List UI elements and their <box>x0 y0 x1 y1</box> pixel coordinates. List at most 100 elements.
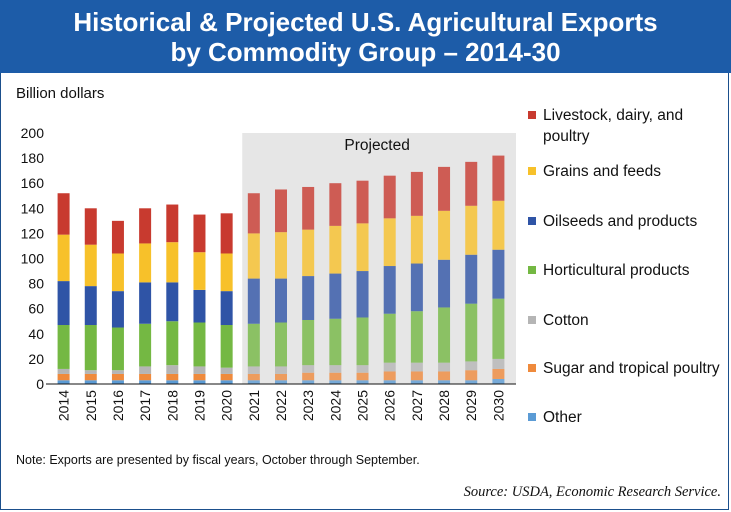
bar-segment-sugar-and-tropical-poultry-2030 <box>492 368 505 379</box>
bar-segment-grains-and-feeds-2016 <box>111 253 124 292</box>
bar-segment-horticultural-products-2024 <box>329 318 342 366</box>
title-bar: Historical & Projected U.S. Agricultural… <box>0 0 731 73</box>
bar-segment-livestock-dairy-and-poultry-2017 <box>139 208 152 244</box>
bar-segment-oilseeds-and-products-2025 <box>356 271 369 318</box>
bar-segment-other-2021 <box>247 380 260 384</box>
bar-segment-grains-and-feeds-2030 <box>492 200 505 250</box>
bar-segment-horticultural-products-2021 <box>247 323 260 367</box>
bar-segment-grains-and-feeds-2024 <box>329 225 342 274</box>
legend-label: Grains and feeds <box>543 163 662 180</box>
x-tick-label-2023: 2023 <box>300 390 316 421</box>
bar-segment-horticultural-products-2015 <box>84 325 97 371</box>
legend-label: Oilseeds and products <box>543 213 698 230</box>
x-tick-label-2027: 2027 <box>409 390 425 421</box>
bar-segment-cotton-2020 <box>220 367 233 374</box>
bar-segment-other-2015 <box>84 380 97 384</box>
y-tick-label: 120 <box>21 225 45 241</box>
legend-swatch <box>528 111 536 119</box>
bar-segment-other-2025 <box>356 380 369 384</box>
bar-segment-oilseeds-and-products-2023 <box>302 276 315 320</box>
projected-label: Projected <box>344 137 409 154</box>
bar-segment-livestock-dairy-and-poultry-2020 <box>220 213 233 254</box>
bar-segment-grains-and-feeds-2019 <box>193 252 206 290</box>
bar-segment-other-2030 <box>492 378 505 384</box>
bar-segment-other-2017 <box>139 380 152 384</box>
x-tick-label-2018: 2018 <box>164 390 180 421</box>
bar-segment-other-2024 <box>329 380 342 384</box>
bar-segment-livestock-dairy-and-poultry-2028 <box>438 166 451 211</box>
bar-segment-sugar-and-tropical-poultry-2025 <box>356 372 369 381</box>
legend-label: Horticultural products <box>543 262 690 279</box>
bar-segment-oilseeds-and-products-2030 <box>492 249 505 299</box>
y-tick-label: 160 <box>21 175 45 191</box>
x-tick-label-2017: 2017 <box>137 390 153 421</box>
x-tick-label-2015: 2015 <box>83 390 99 421</box>
bar-segment-grains-and-feeds-2018 <box>166 242 179 283</box>
x-tick-label-2026: 2026 <box>382 390 398 421</box>
bar-segment-grains-and-feeds-2022 <box>275 232 287 279</box>
bar-segment-sugar-and-tropical-poultry-2020 <box>220 373 233 381</box>
bar-segment-cotton-2024 <box>329 365 342 373</box>
bar-segment-sugar-and-tropical-poultry-2022 <box>275 373 287 381</box>
bar-segment-other-2014 <box>57 380 70 384</box>
bar-segment-oilseeds-and-products-2014 <box>57 281 70 326</box>
bar-segment-livestock-dairy-and-poultry-2021 <box>247 193 260 234</box>
bar-segment-livestock-dairy-and-poultry-2024 <box>329 183 342 226</box>
bar-segment-sugar-and-tropical-poultry-2016 <box>111 373 124 381</box>
y-axis-label: Billion dollars <box>16 85 104 102</box>
bar-segment-other-2023 <box>302 380 315 384</box>
bar-segment-cotton-2030 <box>492 358 505 369</box>
bar-segment-livestock-dairy-and-poultry-2015 <box>84 208 97 245</box>
legend-swatch <box>528 266 536 274</box>
bar-segment-horticultural-products-2016 <box>111 327 124 371</box>
bar-segment-sugar-and-tropical-poultry-2029 <box>465 370 478 381</box>
bar-segment-horticultural-products-2017 <box>139 323 152 367</box>
bar-segment-livestock-dairy-and-poultry-2014 <box>57 193 70 235</box>
bar-segment-horticultural-products-2026 <box>383 313 396 363</box>
footnote: Note: Exports are presented by fiscal ye… <box>16 453 420 467</box>
bar-segment-oilseeds-and-products-2024 <box>329 273 342 319</box>
bar-segment-grains-and-feeds-2020 <box>220 253 233 292</box>
chart-title-line-2: by Commodity Group – 2014-30 <box>170 36 561 67</box>
bar-segment-other-2029 <box>465 380 478 384</box>
bar-segment-cotton-2025 <box>356 365 369 373</box>
x-tick-label-2019: 2019 <box>191 390 207 421</box>
bar-segment-sugar-and-tropical-poultry-2021 <box>247 373 260 381</box>
bar-segment-horticultural-products-2023 <box>302 319 315 366</box>
bar-segment-sugar-and-tropical-poultry-2017 <box>139 373 152 381</box>
bar-segment-cotton-2023 <box>302 365 315 373</box>
bar-segment-oilseeds-and-products-2021 <box>247 278 260 324</box>
bar-segment-oilseeds-and-products-2015 <box>84 286 97 326</box>
bar-segment-cotton-2022 <box>275 366 287 374</box>
bar-segment-sugar-and-tropical-poultry-2026 <box>383 371 396 381</box>
bar-segment-other-2027 <box>410 380 423 384</box>
bar-segment-cotton-2014 <box>57 368 70 374</box>
bar-segment-sugar-and-tropical-poultry-2023 <box>302 372 315 381</box>
x-tick-label-2025: 2025 <box>355 390 371 421</box>
bar-segment-grains-and-feeds-2021 <box>247 233 260 279</box>
bar-segment-oilseeds-and-products-2027 <box>410 263 423 312</box>
bar-segment-horticultural-products-2020 <box>220 325 233 368</box>
bar-segment-cotton-2019 <box>193 366 206 374</box>
bar-segment-cotton-2029 <box>465 361 478 371</box>
bar-segment-livestock-dairy-and-poultry-2018 <box>166 204 179 243</box>
y-tick-label: 140 <box>21 200 45 216</box>
bar-segment-livestock-dairy-and-poultry-2019 <box>193 214 206 253</box>
bar-segment-cotton-2027 <box>410 362 423 372</box>
bar-segment-cotton-2018 <box>166 365 179 374</box>
bar-segment-sugar-and-tropical-poultry-2028 <box>438 371 451 381</box>
y-tick-label: 80 <box>28 276 44 292</box>
bar-segment-other-2026 <box>383 380 396 384</box>
bar-segment-sugar-and-tropical-poultry-2024 <box>329 372 342 381</box>
legend-swatch <box>528 364 536 372</box>
legend-swatch <box>528 413 536 421</box>
x-tick-label-2020: 2020 <box>219 390 235 421</box>
legend-label: Cotton <box>543 312 589 329</box>
legend-label: Sugar and tropical poultry <box>543 360 720 377</box>
bar-segment-livestock-dairy-and-poultry-2027 <box>410 171 423 216</box>
bar-segment-livestock-dairy-and-poultry-2030 <box>492 155 505 201</box>
x-tick-label-2030: 2030 <box>490 390 506 421</box>
bar-segment-oilseeds-and-products-2022 <box>275 278 287 323</box>
chart-title-line-1: Historical & Projected U.S. Agricultural… <box>73 6 658 37</box>
